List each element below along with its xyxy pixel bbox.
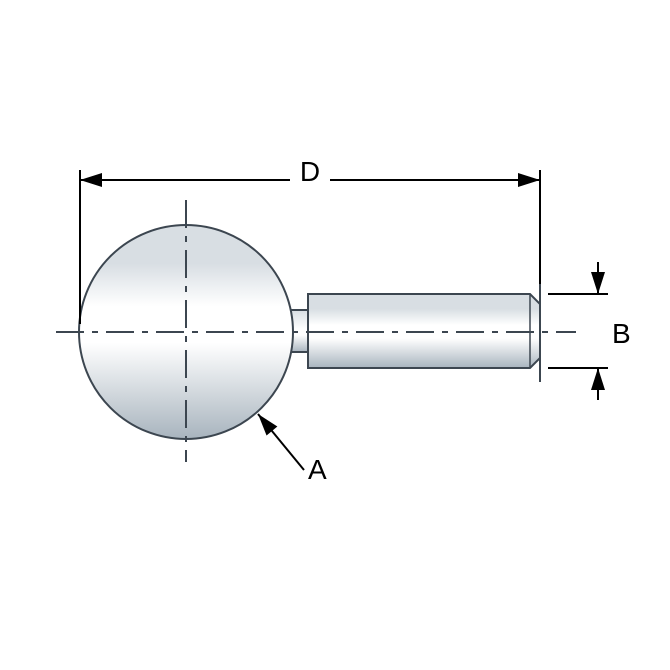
drawing-svg [0, 0, 670, 670]
diagram-canvas: D B A [0, 0, 670, 670]
arrowhead [80, 173, 102, 187]
arrowhead [591, 272, 605, 294]
arrowhead [518, 173, 540, 187]
arrowhead [591, 368, 605, 390]
arrowhead [258, 414, 277, 435]
dim-b-label: B [612, 318, 631, 350]
dim-a-label: A [308, 454, 327, 486]
dim-d-label: D [300, 156, 320, 188]
